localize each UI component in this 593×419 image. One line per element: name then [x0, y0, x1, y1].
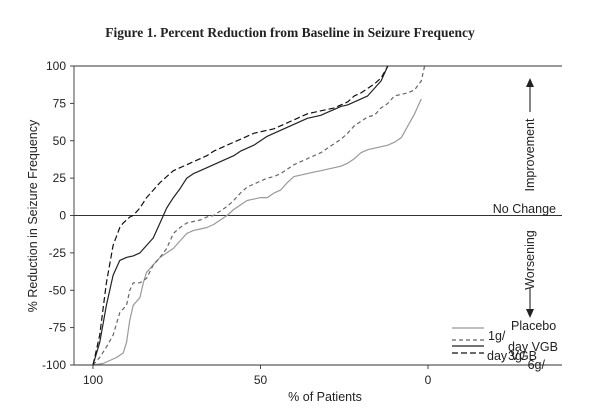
y-tick-label: -50 [49, 283, 67, 297]
y-tick-label: -100 [42, 358, 66, 372]
legend-label: Placebo [511, 319, 556, 333]
y-tick-label: -75 [49, 321, 67, 335]
y-tick-label: 50 [53, 134, 67, 148]
y-tick-label: 25 [53, 171, 67, 185]
x-tick-label: 0 [425, 373, 432, 387]
y-axis-title: % Reduction in Seizure Frequency [26, 119, 40, 312]
series-line-3 [92, 65, 389, 366]
y-tick-label: 75 [53, 96, 67, 110]
legend-label: day VGB [508, 340, 558, 354]
series-group [92, 65, 426, 366]
worsening-label: Worsening [523, 230, 537, 290]
x-tick-label: 50 [254, 373, 268, 387]
direction-arrows [526, 78, 534, 318]
improvement-arrow-head [526, 78, 534, 87]
axes: 100 75 50 25 0 -25 -50 -75 -100 100 50 0 [42, 59, 562, 387]
legend-label: 1g/ [488, 329, 506, 343]
worsening-arrow-head [526, 309, 534, 318]
x-tick-label: 100 [83, 373, 103, 387]
series-line-4 [92, 65, 389, 366]
legend-label: 6g/ [528, 358, 546, 372]
improvement-label: Improvement [523, 118, 537, 191]
x-axis-title: % of Patients [288, 390, 362, 404]
series-line-1 [92, 98, 422, 366]
reference-lines [74, 65, 562, 216]
chart-title: Figure 1. Percent Reduction from Baselin… [105, 25, 475, 40]
y-tick-label: 0 [59, 209, 66, 223]
legend-label: day VGB [487, 349, 537, 363]
y-tick-label: 100 [46, 59, 66, 73]
series-line-2 [92, 65, 426, 366]
legend-label: 3g/ [508, 349, 526, 363]
no-change-label: No Change [493, 202, 556, 216]
y-tick-label: -25 [49, 246, 67, 260]
